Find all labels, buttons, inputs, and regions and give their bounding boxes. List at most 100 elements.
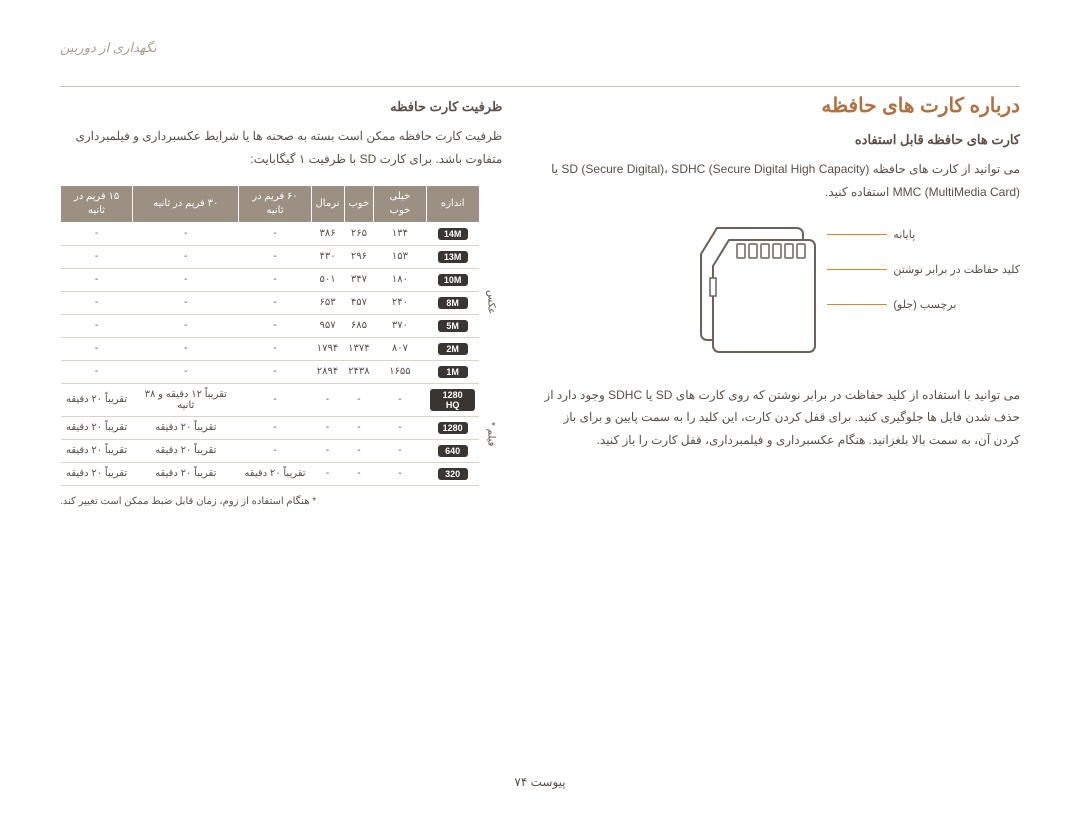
data-cell: ۲۸۹۴ (311, 360, 344, 383)
data-cell: ۲۹۶ (344, 245, 374, 268)
sd-card-icon (677, 220, 827, 360)
data-cell: - (344, 383, 374, 416)
data-cell: ۱۵۳ (374, 245, 426, 268)
data-cell: - (133, 222, 239, 245)
table-row: 320---تقریباً ۲۰ دقیقهتقریباً ۲۰ دقیقهتق… (61, 462, 503, 485)
data-cell: - (61, 245, 133, 268)
data-cell: ۹۵۷ (311, 314, 344, 337)
data-cell: - (133, 337, 239, 360)
data-cell: تقریباً ۲۰ دقیقه (239, 462, 311, 485)
data-cell: - (133, 360, 239, 383)
data-cell: - (239, 439, 311, 462)
sd-card-diagram: پایانه کلید حفاظت در برابر نوشتن برچسب (… (542, 220, 1020, 360)
size-cell: 13M (426, 245, 479, 268)
data-cell: - (239, 337, 311, 360)
table-row: 2M۸۰۷۱۳۷۴۱۷۹۴--- (61, 337, 503, 360)
data-cell: تقریباً ۲۰ دقیقه (61, 383, 133, 416)
table-row: 5M۳۷۰۶۸۵۹۵۷--- (61, 314, 503, 337)
size-cell: 14M (426, 222, 479, 245)
data-cell: - (374, 383, 426, 416)
col-superfine: خیلی خوب (374, 185, 426, 222)
usable-cards-text: می توانید از کارت های حافظه SD (Secure D… (542, 158, 1020, 204)
data-cell: - (61, 337, 133, 360)
data-cell: - (239, 222, 311, 245)
size-badge: 320 (438, 468, 468, 480)
data-cell: ۵۰۱ (311, 268, 344, 291)
data-cell: ۸۰۷ (374, 337, 426, 360)
data-cell: - (239, 416, 311, 439)
size-cell: 5M (426, 314, 479, 337)
data-cell: ۲۴۰ (374, 291, 426, 314)
data-cell: تقریباً ۲۰ دقیقه (61, 416, 133, 439)
data-cell: - (133, 314, 239, 337)
size-cell: 320 (426, 462, 479, 485)
diagram-label-front: برچسب (جلو) (893, 298, 956, 311)
data-cell: - (133, 268, 239, 291)
data-cell: - (61, 360, 133, 383)
data-cell: تقریباً ۲۰ دقیقه (133, 416, 239, 439)
leader-line (827, 304, 887, 305)
section-title: درباره کارت های حافظه (542, 93, 1020, 118)
data-cell: تقریباً ۲۰ دقیقه (133, 462, 239, 485)
size-badge: 2M (438, 343, 468, 355)
page-footer: پیوست ۷۴ (0, 775, 1080, 789)
data-cell: - (239, 383, 311, 416)
size-badge: 13M (438, 251, 468, 263)
leader-line (827, 269, 887, 270)
size-badge: 1280 HQ (430, 389, 475, 411)
size-badge: 5M (438, 320, 468, 332)
wp-description: می توانید با استفاده از کلید حفاظت در بر… (542, 384, 1020, 452)
data-cell: ۶۵۳ (311, 291, 344, 314)
col-30fps: ۳۰ فریم در ثانیه (133, 185, 239, 222)
data-cell: - (344, 462, 374, 485)
data-cell: ۳۴۷ (344, 268, 374, 291)
capacity-intro: ظرفیت کارت حافظه ممکن است بسته به صحنه ه… (60, 125, 502, 171)
table-row: فیلم *1280 HQ----تقریباً ۱۲ دقیقه و ۳۸ ث… (61, 383, 503, 416)
data-cell: - (374, 462, 426, 485)
col-normal: نرمال (311, 185, 344, 222)
size-badge: 1M (438, 366, 468, 378)
data-cell: ۱۳۷۴ (344, 337, 374, 360)
data-cell: - (311, 416, 344, 439)
data-cell: - (239, 268, 311, 291)
size-badge: 640 (438, 445, 468, 457)
data-cell: - (239, 314, 311, 337)
table-row: عکس14M۱۳۴۲۶۵۳۸۶--- (61, 222, 503, 245)
data-cell: - (374, 439, 426, 462)
data-cell: ۱۳۴ (374, 222, 426, 245)
data-cell: ۲۶۵ (344, 222, 374, 245)
data-cell: - (344, 416, 374, 439)
size-badge: 1280 (438, 422, 468, 434)
table-row: 13M۱۵۳۲۹۶۴۳۰--- (61, 245, 503, 268)
data-cell: تقریباً ۲۰ دقیقه (133, 439, 239, 462)
data-cell: ۳۷۰ (374, 314, 426, 337)
data-cell: ۶۸۵ (344, 314, 374, 337)
size-badge: 8M (438, 297, 468, 309)
capacity-table: اندازه خیلی خوب خوب نرمال ۶۰ فریم در ثان… (60, 185, 502, 486)
size-cell: 2M (426, 337, 479, 360)
col-60fps: ۶۰ فریم در ثانیه (239, 185, 311, 222)
data-cell: - (133, 291, 239, 314)
table-row: 1280----تقریباً ۲۰ دقیقهتقریباً ۲۰ دقیقه (61, 416, 503, 439)
data-cell: ۳۸۶ (311, 222, 344, 245)
page-header: نگهداری از دوربین (60, 40, 1020, 56)
data-cell: - (239, 360, 311, 383)
data-cell: ۲۴۳۸ (344, 360, 374, 383)
data-cell: - (133, 245, 239, 268)
table-header-row: اندازه خیلی خوب خوب نرمال ۶۰ فریم در ثان… (61, 185, 503, 222)
col-15fps: ۱۵ فریم در ثانیه (61, 185, 133, 222)
row-group-video: فیلم * (479, 383, 502, 485)
data-cell: ۴۳۰ (311, 245, 344, 268)
size-cell: 1280 HQ (426, 383, 479, 416)
data-cell: - (61, 314, 133, 337)
size-badge: 14M (438, 228, 468, 240)
data-cell: - (61, 222, 133, 245)
subsection-usable-cards: کارت های حافظه قابل استفاده (542, 132, 1020, 148)
size-cell: 640 (426, 439, 479, 462)
size-cell: 1M (426, 360, 479, 383)
data-cell: - (374, 416, 426, 439)
data-cell: ۱۸۰ (374, 268, 426, 291)
row-group-photo: عکس (479, 222, 502, 383)
table-row: 1M۱۶۵۵۲۴۳۸۲۸۹۴--- (61, 360, 503, 383)
table-footnote: * هنگام استفاده از زوم، زمان قابل ضبط مم… (60, 496, 502, 507)
